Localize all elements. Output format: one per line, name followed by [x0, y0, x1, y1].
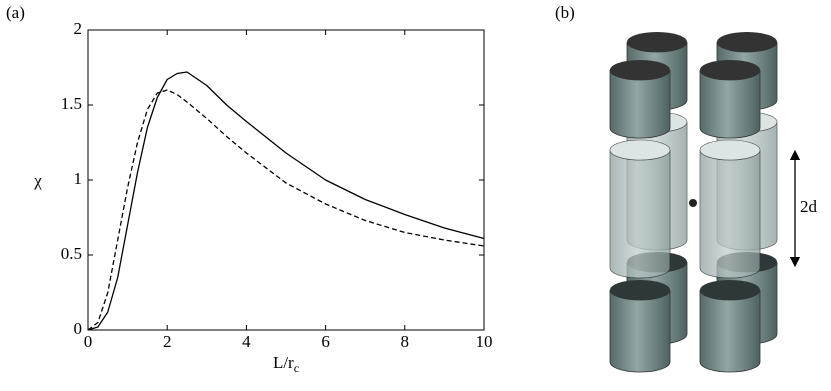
- cylinder-segment: [699, 289, 761, 373]
- cylinder-segment: [699, 149, 761, 279]
- cylinder-cap: [627, 32, 687, 52]
- x-tick-label: 2: [163, 332, 172, 351]
- y-tick-label: 1.5: [61, 94, 82, 113]
- y-tick-label: 0.5: [61, 244, 82, 263]
- cylinder-segment: [699, 69, 761, 139]
- x-tick-label: 6: [321, 332, 330, 351]
- cylinder-segment: [609, 289, 671, 373]
- x-tick-label: 10: [476, 332, 493, 351]
- panel-label: (b): [555, 3, 575, 22]
- cylinder-segment: [609, 149, 671, 279]
- cylinder-rim: [699, 139, 761, 161]
- x-axis-label-subscript: c: [294, 361, 299, 375]
- x-tick-label: 8: [401, 332, 410, 351]
- panel-label: (a): [6, 3, 25, 22]
- cylinder-cap: [610, 280, 670, 300]
- cylinder-segment: [609, 69, 671, 139]
- cylinder-diagram: [609, 32, 778, 373]
- cylinder-cap: [610, 60, 670, 80]
- x-tick-label: 0: [84, 332, 93, 351]
- dimension-label: 2d: [800, 197, 818, 216]
- center-dot: [689, 199, 697, 207]
- cylinder-rim: [609, 139, 671, 161]
- y-axis-label: χ: [33, 171, 42, 190]
- plot-area: 0 2 4 6 8 10 0 0.5 1 1.5 2 L/rc χ: [33, 19, 492, 375]
- x-tick-label: 4: [242, 332, 251, 351]
- cylinder-cap: [717, 32, 777, 52]
- x-axis-label: L/rc: [273, 353, 299, 375]
- plot-frame: [87, 29, 485, 331]
- y-tick-label: 1: [74, 169, 83, 188]
- cylinder-cap: [700, 60, 760, 80]
- y-tick-label: 0: [74, 319, 83, 338]
- series-line: [87, 71, 485, 331]
- x-axis-label-text: L/r: [273, 353, 294, 372]
- cylinder-cap: [700, 280, 760, 300]
- y-tick-label: 2: [74, 19, 83, 38]
- series-line: [87, 89, 485, 331]
